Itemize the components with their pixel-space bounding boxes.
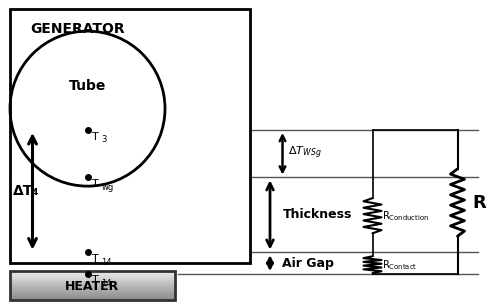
Text: 14: 14 (102, 258, 112, 267)
Bar (10, 287, 175, 288)
Bar (10, 271, 175, 300)
Bar (10, 289, 175, 290)
Bar (10, 271, 175, 272)
Bar (10, 294, 175, 295)
Bar (10, 281, 175, 282)
Text: 14: 14 (102, 279, 112, 288)
Text: T: T (92, 275, 99, 285)
Bar (10, 297, 175, 298)
Bar (10, 280, 175, 281)
Bar (10, 285, 175, 286)
Text: $\Delta T_{WSg}$: $\Delta T_{WSg}$ (288, 145, 321, 161)
Bar (10, 293, 175, 294)
Text: Tube: Tube (69, 79, 106, 93)
Text: ΔT₄: ΔT₄ (12, 184, 39, 198)
Text: Air Gap: Air Gap (282, 257, 335, 270)
Bar (10, 295, 175, 296)
Bar (10, 296, 175, 297)
Text: R: R (472, 194, 486, 211)
Bar (10, 272, 175, 273)
Text: R$_{\mathregular{Conduction}}$: R$_{\mathregular{Conduction}}$ (382, 209, 430, 223)
Bar (10, 299, 175, 300)
Bar (10, 275, 175, 276)
Text: GENERATOR: GENERATOR (30, 22, 125, 36)
Bar (10, 273, 175, 274)
Bar (10, 283, 175, 284)
Bar (10, 277, 175, 278)
Text: T: T (92, 254, 99, 264)
Bar (10, 282, 175, 283)
Bar (10, 298, 175, 299)
Text: R$_{\mathregular{Contact}}$: R$_{\mathregular{Contact}}$ (382, 258, 418, 272)
Bar (10, 278, 175, 280)
Bar (10, 274, 175, 275)
Text: HEATER: HEATER (66, 280, 120, 293)
Bar (10, 284, 175, 285)
Text: Thickness: Thickness (282, 208, 352, 221)
Text: T: T (92, 132, 99, 142)
Text: T: T (92, 179, 99, 189)
Bar (10, 292, 175, 293)
Text: 3: 3 (102, 135, 107, 144)
Bar (10, 9, 250, 263)
Bar (10, 291, 175, 292)
Text: wg: wg (102, 183, 114, 192)
Bar (10, 276, 175, 277)
Bar (10, 290, 175, 291)
Bar (10, 286, 175, 287)
Bar (10, 288, 175, 289)
